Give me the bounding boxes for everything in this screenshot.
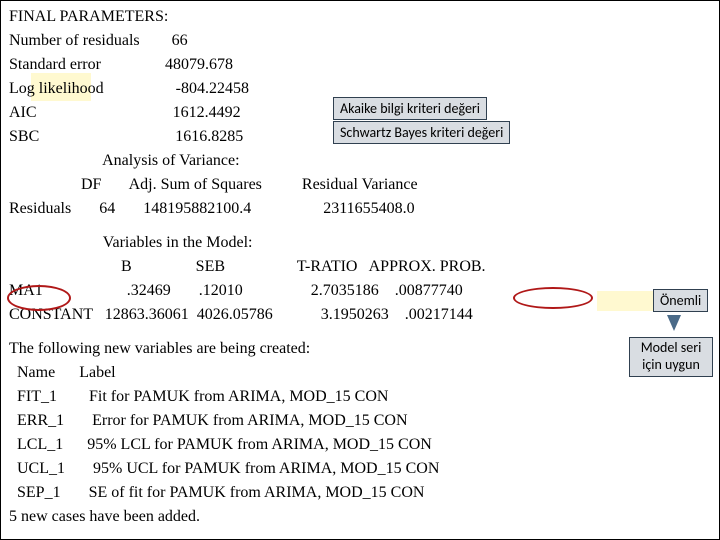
anova-title: Analysis of Variance: xyxy=(9,149,486,173)
newvars-lcl: LCL_1 95% LCL for PAMUK from ARIMA, MOD_… xyxy=(9,433,486,457)
row-num-residuals: Number of residuals 66 xyxy=(9,29,486,53)
value: -804.22458 xyxy=(176,80,249,97)
anova-row-residuals: Residuals 64 148195882100.4 2311655408.0 xyxy=(9,197,486,221)
down-arrow-icon xyxy=(667,315,681,331)
oval-prob xyxy=(513,287,593,309)
label: Log likelihood xyxy=(9,80,104,97)
anova-header: DF Adj. Sum of Squares Residual Variance xyxy=(9,173,486,197)
label: Standard error xyxy=(9,56,101,73)
spacer xyxy=(9,221,486,231)
newvars-footer: 5 new cases have been added. xyxy=(9,505,486,529)
newvars-err: ERR_1 Error for PAMUK from ARIMA, MOD_15… xyxy=(9,409,486,433)
value: 1616.8285 xyxy=(175,128,243,145)
row-std-error: Standard error 48079.678 xyxy=(9,53,486,77)
output-text-block: FINAL PARAMETERS: Number of residuals 66… xyxy=(9,5,486,529)
vars-header: B SEB T-RATIO APPROX. PROB. xyxy=(9,255,486,279)
annotation-model: Model seri için uygun xyxy=(629,337,713,377)
newvars-intro: The following new variables are being cr… xyxy=(9,337,486,361)
spacer xyxy=(9,327,486,337)
value: 66 xyxy=(172,32,188,49)
highlight-prob xyxy=(597,291,655,311)
label: AIC xyxy=(9,104,37,121)
newvars-fit: FIT_1 Fit for PAMUK from ARIMA, MOD_15 C… xyxy=(9,385,486,409)
oval-ma1 xyxy=(7,285,71,311)
newvars-ucl: UCL_1 95% UCL for PAMUK from ARIMA, MOD_… xyxy=(9,457,486,481)
annotation-sbc: Schwartz Bayes kriteri değeri xyxy=(333,121,510,144)
vars-title: Variables in the Model: xyxy=(9,231,486,255)
annotation-onemli: Önemli xyxy=(653,289,708,312)
newvars-sep: SEP_1 SE of fit for PAMUK from ARIMA, MO… xyxy=(9,481,486,505)
vars-row-ma1: MA1 .32469 .12010 2.7035186 .00877740 xyxy=(9,279,486,303)
label: SBC xyxy=(9,128,39,145)
vars-row-const: CONSTANT 12863.36061 4026.05786 3.195026… xyxy=(9,303,486,327)
label: Number of residuals xyxy=(9,32,140,49)
newvars-header: Name Label xyxy=(9,361,486,385)
value: 1612.4492 xyxy=(173,104,241,121)
value: 48079.678 xyxy=(165,56,233,73)
annotation-aic: Akaike bilgi kriteri değeri xyxy=(333,97,487,120)
final-parameters-title: FINAL PARAMETERS: xyxy=(9,5,486,29)
